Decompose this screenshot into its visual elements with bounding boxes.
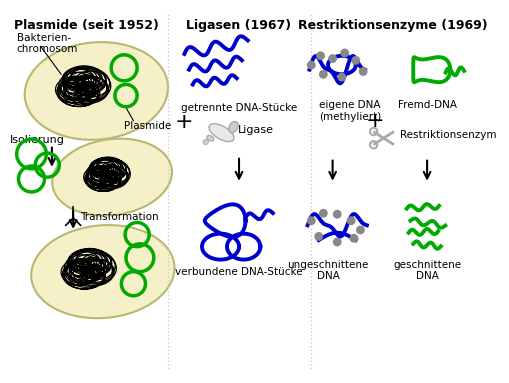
Circle shape [203,139,208,145]
Text: verbundene DNA-Stücke: verbundene DNA-Stücke [175,267,302,277]
Text: Ligasen (1967): Ligasen (1967) [186,19,291,32]
Circle shape [350,234,357,242]
Text: Plasmide: Plasmide [124,121,171,131]
Ellipse shape [229,121,238,133]
Circle shape [341,49,348,57]
Text: ungeschnittene
DNA: ungeschnittene DNA [287,260,368,281]
Ellipse shape [52,139,172,216]
Ellipse shape [209,124,234,142]
Text: Restriktionsenzyme (1969): Restriktionsenzyme (1969) [297,19,487,32]
Text: Plasmide (seit 1952): Plasmide (seit 1952) [14,19,158,32]
Ellipse shape [31,225,174,318]
Text: Bakterien-
chromosom: Bakterien- chromosom [17,33,78,54]
Circle shape [328,55,335,62]
Text: getrennte DNA-Stücke: getrennte DNA-Stücke [181,103,297,113]
Circle shape [333,211,341,218]
Text: Restriktionsenzym: Restriktionsenzym [400,131,496,141]
Circle shape [307,61,315,69]
Circle shape [315,233,322,240]
Text: eigene DNA
(methyliert): eigene DNA (methyliert) [318,100,380,122]
Ellipse shape [207,136,213,141]
Circle shape [337,74,345,81]
Text: Ligase: Ligase [238,125,273,135]
Circle shape [356,226,363,234]
Text: Isolierung: Isolierung [10,135,65,145]
Circle shape [316,52,324,59]
Text: Transformation: Transformation [79,212,158,222]
Circle shape [359,68,366,75]
Circle shape [307,217,315,224]
Text: +: + [174,111,192,131]
Circle shape [319,210,326,217]
Circle shape [319,70,326,78]
Text: geschnittene
DNA: geschnittene DNA [392,260,460,281]
Text: +: + [365,111,384,131]
Text: Fremd-DNA: Fremd-DNA [397,100,456,110]
Circle shape [347,217,354,224]
Circle shape [351,57,359,64]
Ellipse shape [24,42,167,140]
Circle shape [333,238,341,246]
